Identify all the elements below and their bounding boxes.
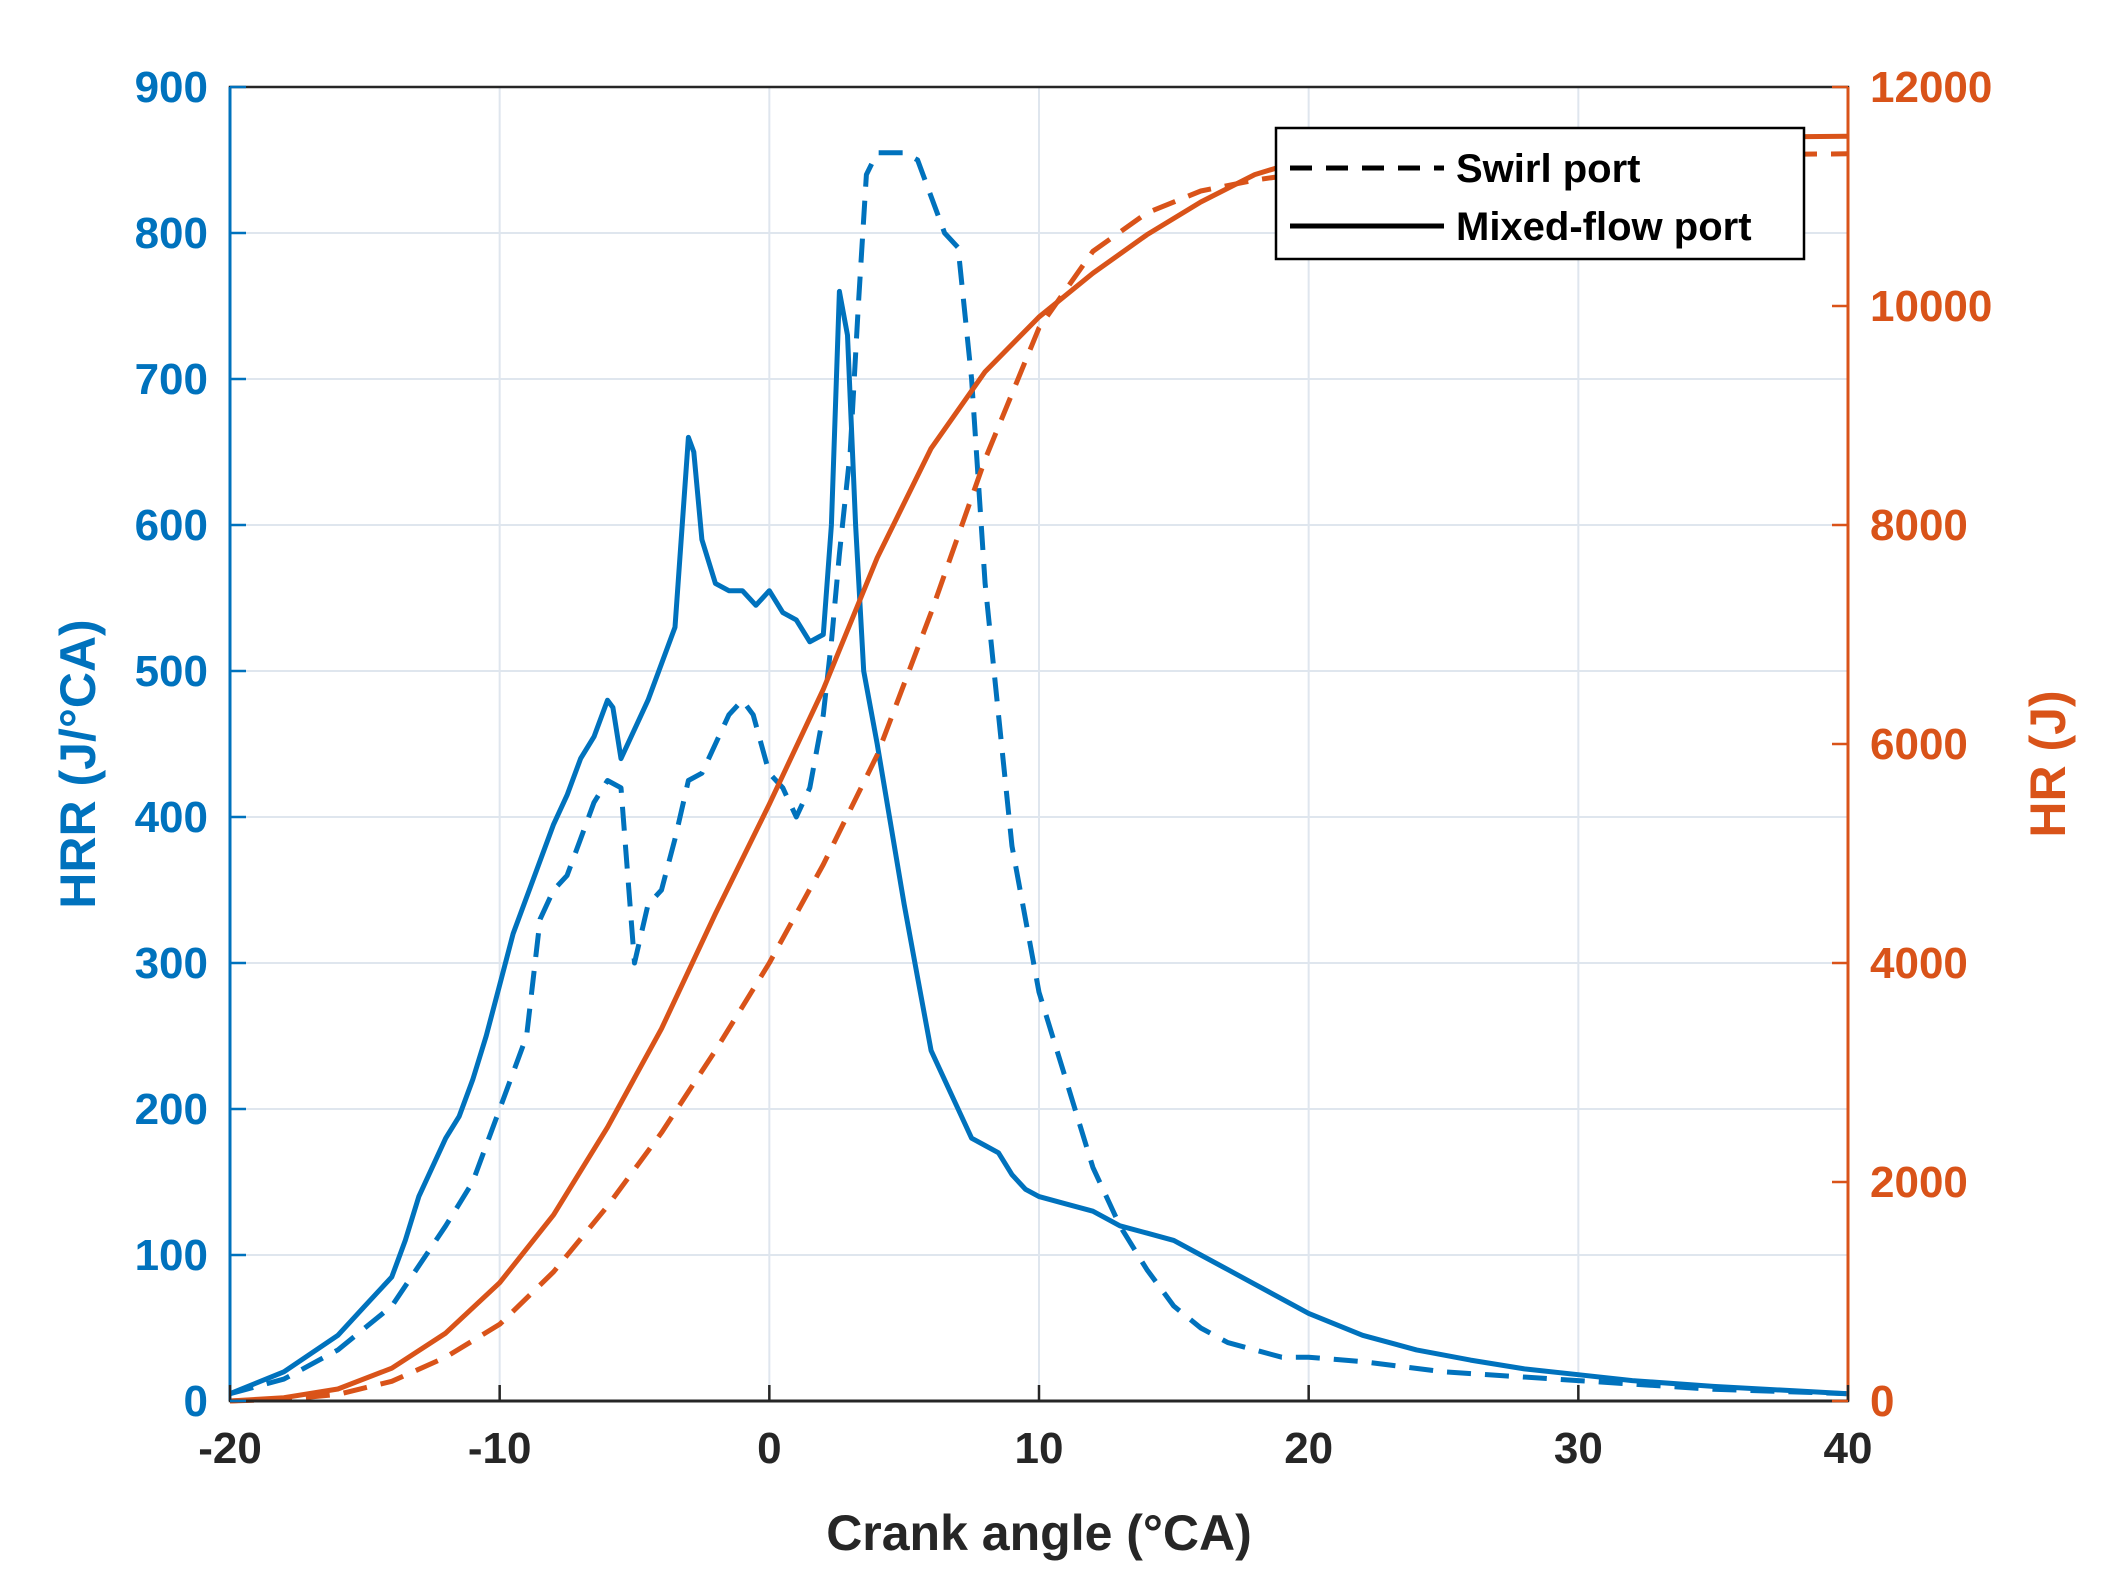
x-tick-label: 20 — [1284, 1424, 1333, 1473]
series-line-hrr-swirl-port — [229, 150, 1849, 1397]
left-y-tick-label: 700 — [135, 355, 208, 404]
right-y-tick-label: 0 — [1870, 1377, 1894, 1426]
left-y-tick-label: 300 — [135, 939, 208, 988]
axes: -20 -10 0 10 20 30 400100200300400500600700800… — [135, 63, 1993, 1473]
right-y-tick-label: 12000 — [1870, 63, 1992, 112]
left-y-tick-label: 200 — [135, 1085, 208, 1134]
right-y-tick-label: 10000 — [1870, 282, 1992, 331]
series-line-hrr-mixed-flow-port — [229, 288, 1849, 1397]
x-tick-label: -20 — [198, 1424, 262, 1473]
legend: Swirl port Mixed-flow port — [1274, 126, 1806, 261]
left-y-tick-label: 400 — [135, 793, 208, 842]
legend-box — [1274, 126, 1806, 261]
left-y-tick-label: 500 — [135, 647, 208, 696]
x-tick-label: 0 — [757, 1424, 781, 1473]
right-y-axis-title: HR (J) — [2020, 690, 2076, 837]
left-y-tick-label: 800 — [135, 209, 208, 258]
left-y-tick-label: 100 — [135, 1231, 208, 1280]
legend-label-swirl-port: Swirl port — [1456, 147, 1640, 191]
x-axis-title: Crank angle (°CA) — [826, 1505, 1252, 1561]
right-y-tick-label: 2000 — [1870, 1158, 1968, 1207]
x-tick-label: 30 — [1554, 1424, 1603, 1473]
right-y-tick-label: 6000 — [1870, 720, 1968, 769]
grid — [229, 86, 1849, 1402]
x-tick-label: -10 — [468, 1424, 532, 1473]
left-y-axis-title: HRR (J/°CA) — [50, 619, 106, 908]
x-tick-label: 10 — [1015, 1424, 1064, 1473]
x-tick-label: 40 — [1824, 1424, 1873, 1473]
right-y-tick-label: 4000 — [1870, 939, 1968, 988]
left-y-tick-label: 600 — [135, 501, 208, 550]
left-y-tick-label: 900 — [135, 63, 208, 112]
right-y-tick-label: 8000 — [1870, 501, 1968, 550]
left-y-tick-label: 0 — [184, 1377, 208, 1426]
legend-label-mixed-flow-port: Mixed-flow port — [1456, 205, 1752, 249]
